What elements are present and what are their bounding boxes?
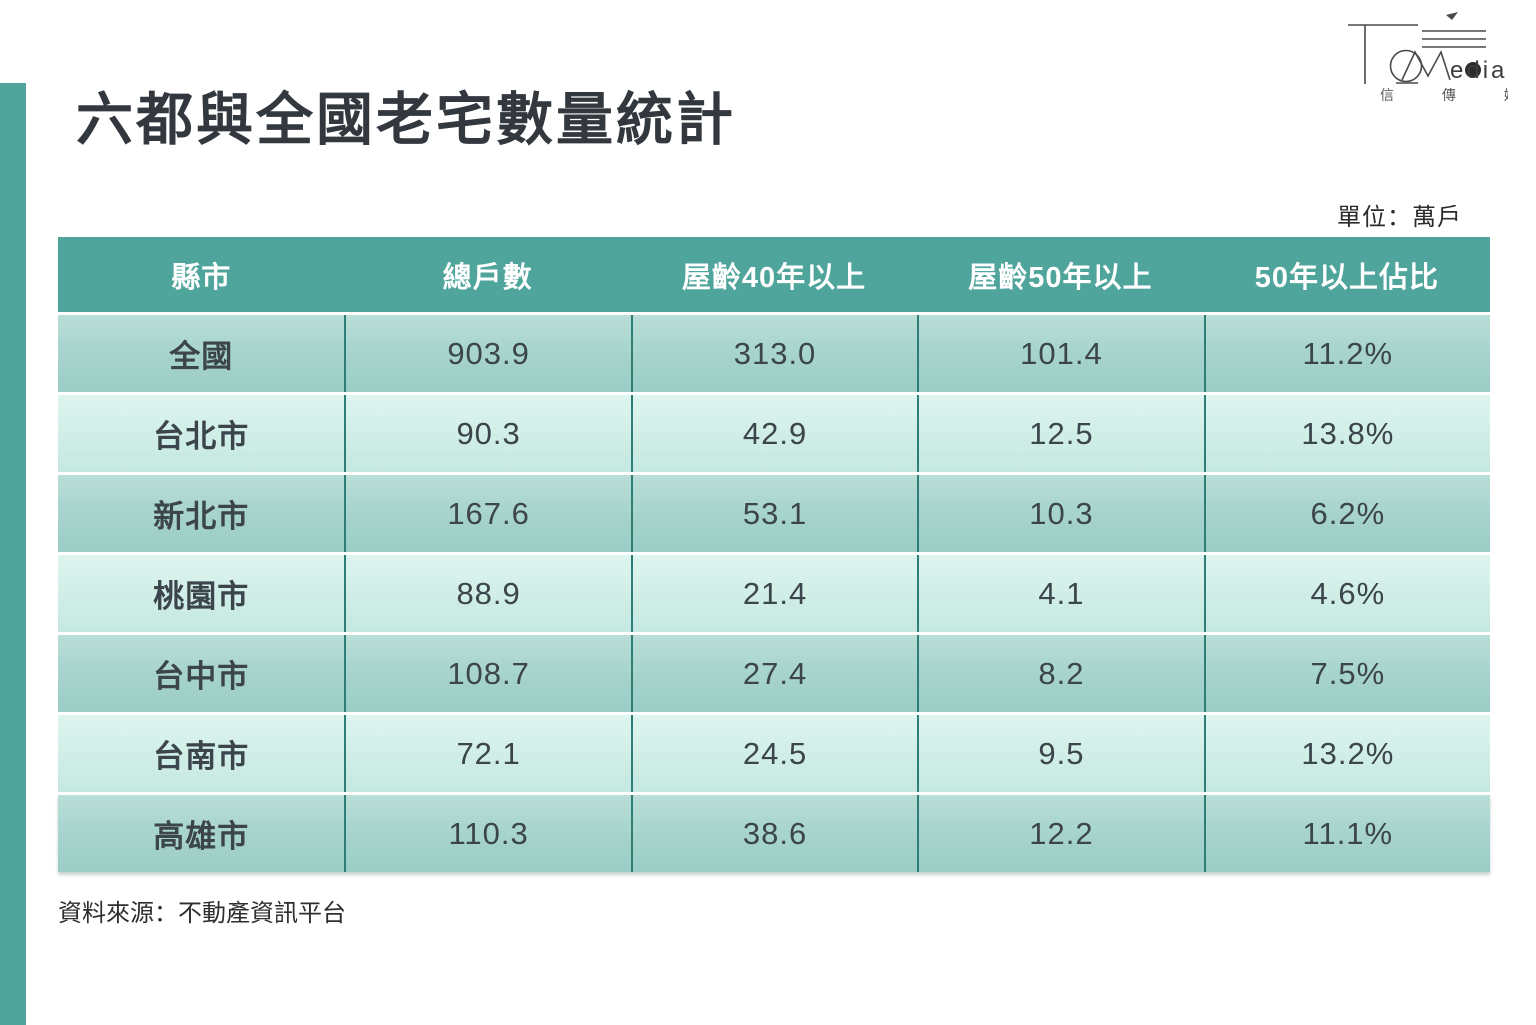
table-row-kaohsiung: 高雄市 110.3 38.6 12.2 11.1% <box>58 795 1490 872</box>
table-cell: 台中市 <box>153 659 250 694</box>
table-cell: 6.2% <box>1203 475 1490 552</box>
cmmedia-logo-icon: edia 信 傳 媒 <box>1348 12 1518 103</box>
column-header-ratio50: 50年以上佔比 <box>1254 261 1439 294</box>
column-header-total: 總戶數 <box>442 261 533 294</box>
table-cell: 101.4 <box>917 315 1203 392</box>
column-header-city: 縣市 <box>171 261 232 294</box>
table-cell: 108.7 <box>344 635 630 712</box>
source-note: 資料來源：不動產資訊平台 <box>58 900 346 927</box>
table-cell: 24.5 <box>630 715 917 792</box>
table-cell: 桃園市 <box>153 579 250 614</box>
table-cell: 9.5 <box>917 715 1203 792</box>
table-cell: 台北市 <box>153 419 250 454</box>
table-cell: 10.3 <box>917 475 1203 552</box>
table-cell: 167.6 <box>344 475 630 552</box>
table-cell: 12.5 <box>917 395 1203 472</box>
table-cell: 新北市 <box>153 499 250 534</box>
column-header-age50: 屋齡50年以上 <box>968 261 1153 294</box>
table-header-row: 縣市 總戶數 屋齡40年以上 屋齡50年以上 50年以上佔比 <box>58 237 1490 312</box>
table-row-taoyuan: 桃園市 88.9 21.4 4.1 4.6% <box>58 555 1490 632</box>
logo-media-text: edia <box>1450 57 1507 84</box>
page-title: 六都與全國老宅數量統計 <box>76 88 736 152</box>
table-cell: 12.2 <box>917 795 1203 872</box>
table-row-newtaipei: 新北市 167.6 53.1 10.3 6.2% <box>58 475 1490 552</box>
table-cell: 高雄市 <box>153 819 250 854</box>
old-house-stats-table: 縣市 總戶數 屋齡40年以上 屋齡50年以上 50年以上佔比 全國 903.9 … <box>58 237 1490 872</box>
table-cell: 台南市 <box>153 739 250 774</box>
unit-label: 單位：萬戶 <box>1337 204 1462 231</box>
logo-cjk-text: 信 傳 媒 <box>1380 87 1508 103</box>
table-cell: 38.6 <box>630 795 917 872</box>
table-cell: 4.6% <box>1203 555 1490 632</box>
table-cell: 8.2 <box>917 635 1203 712</box>
table-cell: 42.9 <box>630 395 917 472</box>
table-cell: 13.8% <box>1203 395 1490 472</box>
table-row-nationwide: 全國 903.9 313.0 101.4 11.2% <box>58 315 1490 392</box>
table-cell: 全國 <box>169 339 234 374</box>
brand-logo: edia 信 傳 媒 <box>1338 12 1518 104</box>
table-cell: 88.9 <box>344 555 630 632</box>
table-cell: 72.1 <box>344 715 630 792</box>
table-cell: 90.3 <box>344 395 630 472</box>
table-cell: 13.2% <box>1203 715 1490 792</box>
table-row-tainan: 台南市 72.1 24.5 9.5 13.2% <box>58 715 1490 792</box>
table-cell: 7.5% <box>1203 635 1490 712</box>
column-header-age40: 屋齡40年以上 <box>681 261 867 294</box>
accent-side-bar <box>0 83 26 1025</box>
table-cell: 313.0 <box>630 315 917 392</box>
table-cell: 21.4 <box>630 555 917 632</box>
table-cell: 27.4 <box>630 635 917 712</box>
table-cell: 903.9 <box>344 315 630 392</box>
table-cell: 11.2% <box>1203 315 1490 392</box>
table-row-taichung: 台中市 108.7 27.4 8.2 7.5% <box>58 635 1490 712</box>
table-cell: 53.1 <box>630 475 917 552</box>
table-cell: 11.1% <box>1203 795 1490 872</box>
table-cell: 4.1 <box>917 555 1203 632</box>
table-row-taipei: 台北市 90.3 42.9 12.5 13.8% <box>58 395 1490 472</box>
table-cell: 110.3 <box>344 795 630 872</box>
